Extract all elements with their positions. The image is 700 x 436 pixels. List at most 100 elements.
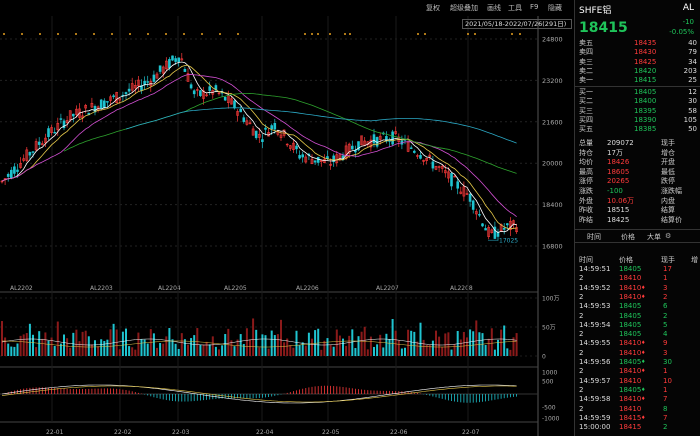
candle-body xyxy=(271,126,273,129)
stat-row: 涨跌 -100 涨跌幅 xyxy=(579,187,697,196)
menu-draw-line[interactable]: 画线 xyxy=(487,3,501,13)
volume-bar xyxy=(296,331,298,356)
stat-label: 涨停 xyxy=(579,177,593,186)
candle-body xyxy=(497,233,499,237)
tick-volume: 7 xyxy=(663,395,667,404)
volume-bar xyxy=(190,338,192,356)
tick-volume: 6 xyxy=(663,302,667,311)
candle-body xyxy=(314,161,316,162)
volume-bar xyxy=(10,347,12,356)
gear-icon[interactable]: ⚙ xyxy=(665,232,671,240)
candle-body xyxy=(60,119,62,120)
stat-label-2: 增仓 xyxy=(661,149,675,158)
event-dot xyxy=(3,33,5,35)
stat-value: 18605 xyxy=(607,168,629,177)
volume-bar xyxy=(358,336,360,356)
candle-body xyxy=(354,150,356,152)
row-label: 买二 xyxy=(579,97,593,106)
volume-bar xyxy=(454,344,456,356)
volume-bar xyxy=(13,347,15,356)
row-price: 18405 xyxy=(634,88,656,97)
kline-chart[interactable]: 24800 23200 21600 20000 18400 16800 AL2202 AL22… xyxy=(0,16,574,436)
row-price: 18390 xyxy=(634,116,656,125)
volume-bar xyxy=(41,339,43,356)
volume-bar xyxy=(494,350,496,356)
event-dot xyxy=(467,33,469,35)
event-dot xyxy=(57,33,59,35)
tick-tabs: 时间 价格 大单 ⚙ xyxy=(575,229,700,243)
menu-hide[interactable]: 隐藏 xyxy=(548,3,562,13)
tick-arrow-icon: ♦ xyxy=(641,386,645,395)
event-dot xyxy=(329,33,331,35)
event-dot xyxy=(201,33,203,35)
volume-bar xyxy=(410,331,412,356)
tick-volume: 1 xyxy=(663,274,667,283)
tick-volume: 3 xyxy=(663,349,667,358)
tab-big-order[interactable]: 大单 xyxy=(647,232,661,242)
tick-price: 18405 xyxy=(619,302,641,311)
price-axis-label: 24800 xyxy=(542,36,563,44)
volume-bar xyxy=(289,345,291,356)
tick-header-time: 时间 xyxy=(579,255,593,265)
row-label: 卖二 xyxy=(579,67,593,76)
tick-volume: 4 xyxy=(663,330,667,339)
tick-row: 14:59:55 18410 ♦ 9 xyxy=(575,339,700,348)
volume-bar xyxy=(82,332,84,356)
row-price: 18415 xyxy=(634,76,656,85)
row-volume: 12 xyxy=(688,88,697,97)
tab-time[interactable]: 时间 xyxy=(587,232,601,242)
volume-bar xyxy=(472,331,474,356)
volume-bar xyxy=(376,344,378,356)
volume-bar xyxy=(395,331,397,356)
event-dot xyxy=(317,33,319,35)
stat-row: 均价 18426 开盘 xyxy=(579,158,697,167)
volume-bar xyxy=(137,333,139,356)
candle-body xyxy=(113,96,115,97)
tick-row: 15:00:00 18415 2 xyxy=(575,423,700,432)
volume-bar xyxy=(196,328,198,356)
stat-label-2: 结算 xyxy=(661,206,675,215)
contract-axis-label: AL2208 xyxy=(450,285,473,292)
volume-bar xyxy=(506,348,508,356)
stat-row: 持仓 17万 增仓 xyxy=(579,149,697,158)
tick-row: 14:59:59 18415 ♦ 7 xyxy=(575,414,700,423)
tick-time: 15:00:00 xyxy=(579,423,610,432)
candle-body xyxy=(190,85,192,88)
volume-bar xyxy=(404,348,406,356)
candle-body xyxy=(159,66,161,72)
volume-bar xyxy=(48,341,50,356)
row-price: 18420 xyxy=(634,67,656,76)
candle-body xyxy=(209,87,211,91)
volume-bar xyxy=(299,345,301,356)
tick-price: 18405 xyxy=(619,312,641,321)
tick-time: 14:59:57 xyxy=(579,377,610,386)
volume-bar xyxy=(438,337,440,356)
stat-label-2: 涨跌幅 xyxy=(661,187,682,196)
menu-restore-rights[interactable]: 复权 xyxy=(426,3,440,13)
stat-label-2: 现手 xyxy=(661,139,675,148)
tick-time: 14:59:53 xyxy=(579,302,610,311)
volume-bar xyxy=(398,341,400,356)
candle-body xyxy=(224,97,226,100)
menu-super-overlay[interactable]: 超级叠加 xyxy=(450,3,478,13)
volume-bar xyxy=(203,345,205,356)
row-label: 卖五 xyxy=(579,39,593,48)
volume-bar xyxy=(482,333,484,356)
volume-bar xyxy=(172,339,174,356)
volume-axis-label: 50万 xyxy=(542,325,556,332)
stat-row: 最高 18605 最低 xyxy=(579,168,697,177)
menu-f9[interactable]: F9 xyxy=(530,3,538,11)
volume-bar xyxy=(187,345,189,356)
tab-price[interactable]: 价格 xyxy=(621,232,635,242)
candle-body xyxy=(469,194,471,201)
volume-bar xyxy=(385,334,387,356)
candle-body xyxy=(299,155,301,158)
volume-bar xyxy=(255,330,257,356)
volume-bar xyxy=(249,339,251,356)
contract-code: AL xyxy=(683,3,694,13)
volume-bar xyxy=(26,333,28,356)
menu-tools[interactable]: 工具 xyxy=(508,3,522,13)
row-volume: 79 xyxy=(688,48,697,57)
tick-arrow-icon: ♦ xyxy=(641,358,645,367)
volume-bar xyxy=(367,349,369,356)
